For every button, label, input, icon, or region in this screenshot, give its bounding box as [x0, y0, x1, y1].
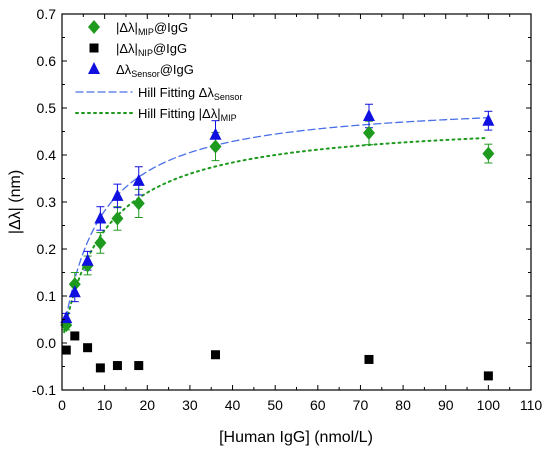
- fit-curves: [63, 117, 490, 334]
- point-nip: [134, 361, 144, 371]
- y-tick-label: -0.1: [32, 382, 56, 398]
- x-tick-label: 40: [225, 397, 241, 413]
- x-tick-label: 90: [438, 397, 454, 413]
- x-tick-label: 10: [97, 397, 113, 413]
- x-axis-title: [Human IgG] (nmol/L): [219, 429, 373, 446]
- x-tick-label: 80: [395, 397, 411, 413]
- point-nip: [70, 331, 80, 341]
- y-tick-label: 0.1: [37, 288, 57, 304]
- y-tick-label: 0.4: [37, 147, 57, 163]
- x-tick-label: 50: [267, 397, 283, 413]
- point-sensor: [482, 113, 495, 126]
- point-sensor: [362, 108, 375, 121]
- legend-label-sensor: ΔλSensor@IgG: [116, 62, 194, 79]
- point-mip: [111, 211, 124, 226]
- y-tick-label: 0.2: [37, 241, 57, 257]
- point-mip: [68, 277, 81, 292]
- axis-ticks: 0 10 20 30 40 50 60 70 80 90 100 110 -0.1 0.0 0.1 0.2 0.…: [32, 6, 542, 413]
- y-tick-label: 0.6: [37, 53, 57, 69]
- y-tick-label: 0.7: [37, 6, 57, 22]
- x-tick-label: 30: [182, 397, 198, 413]
- x-tick-label: 20: [139, 397, 155, 413]
- point-nip: [61, 345, 71, 355]
- y-tick-label: 0.0: [37, 335, 57, 351]
- point-nip: [210, 350, 220, 360]
- point-mip: [362, 125, 375, 140]
- y-tick-label: 0.5: [37, 100, 57, 116]
- point-nip: [364, 354, 374, 364]
- legend-label-fit_sensor: Hill Fitting ΔλSensor: [138, 85, 242, 102]
- point-sensor: [60, 311, 73, 324]
- legend: |Δλ|MIP@IgG |Δλ|NIP@IgG ΔλSensor@IgG Hill F…: [75, 20, 242, 123]
- x-tick-label: 100: [477, 397, 501, 413]
- x-tick-label: 110: [520, 397, 543, 413]
- point-mip: [94, 235, 107, 250]
- point-sensor: [68, 285, 81, 298]
- error-bars: [62, 103, 493, 331]
- x-tick-label: 0: [58, 397, 66, 413]
- point-nip: [112, 361, 122, 371]
- legend-marker-mip: [88, 20, 100, 34]
- point-nip: [483, 371, 493, 381]
- legend-marker-sensor: [88, 62, 100, 74]
- fit-curve-fit_mip: [63, 136, 490, 334]
- point-mip: [209, 139, 222, 154]
- legend-label-mip: |Δλ|MIP@IgG: [116, 20, 188, 37]
- point-nip: [95, 363, 105, 373]
- y-tick-label: 0.3: [37, 194, 57, 210]
- x-tick-label: 70: [353, 397, 369, 413]
- point-nip: [83, 343, 93, 353]
- point-sensor: [81, 253, 94, 266]
- legend-label-nip: |Δλ|NIP@IgG: [116, 41, 187, 58]
- point-mip: [482, 146, 495, 161]
- point-sensor: [111, 188, 124, 201]
- point-sensor: [94, 211, 107, 224]
- data-points: [60, 108, 495, 381]
- point-sensor: [209, 127, 222, 140]
- legend-label-fit_mip: Hill Fitting |Δλ|MIP: [138, 106, 237, 123]
- point-sensor: [132, 173, 145, 186]
- point-mip: [132, 196, 145, 211]
- y-axis-title: |Δλ| (nm): [7, 170, 24, 234]
- x-tick-label: 60: [310, 397, 326, 413]
- fit-curve-fit_sensor: [63, 117, 490, 331]
- legend-marker-nip: [89, 43, 99, 53]
